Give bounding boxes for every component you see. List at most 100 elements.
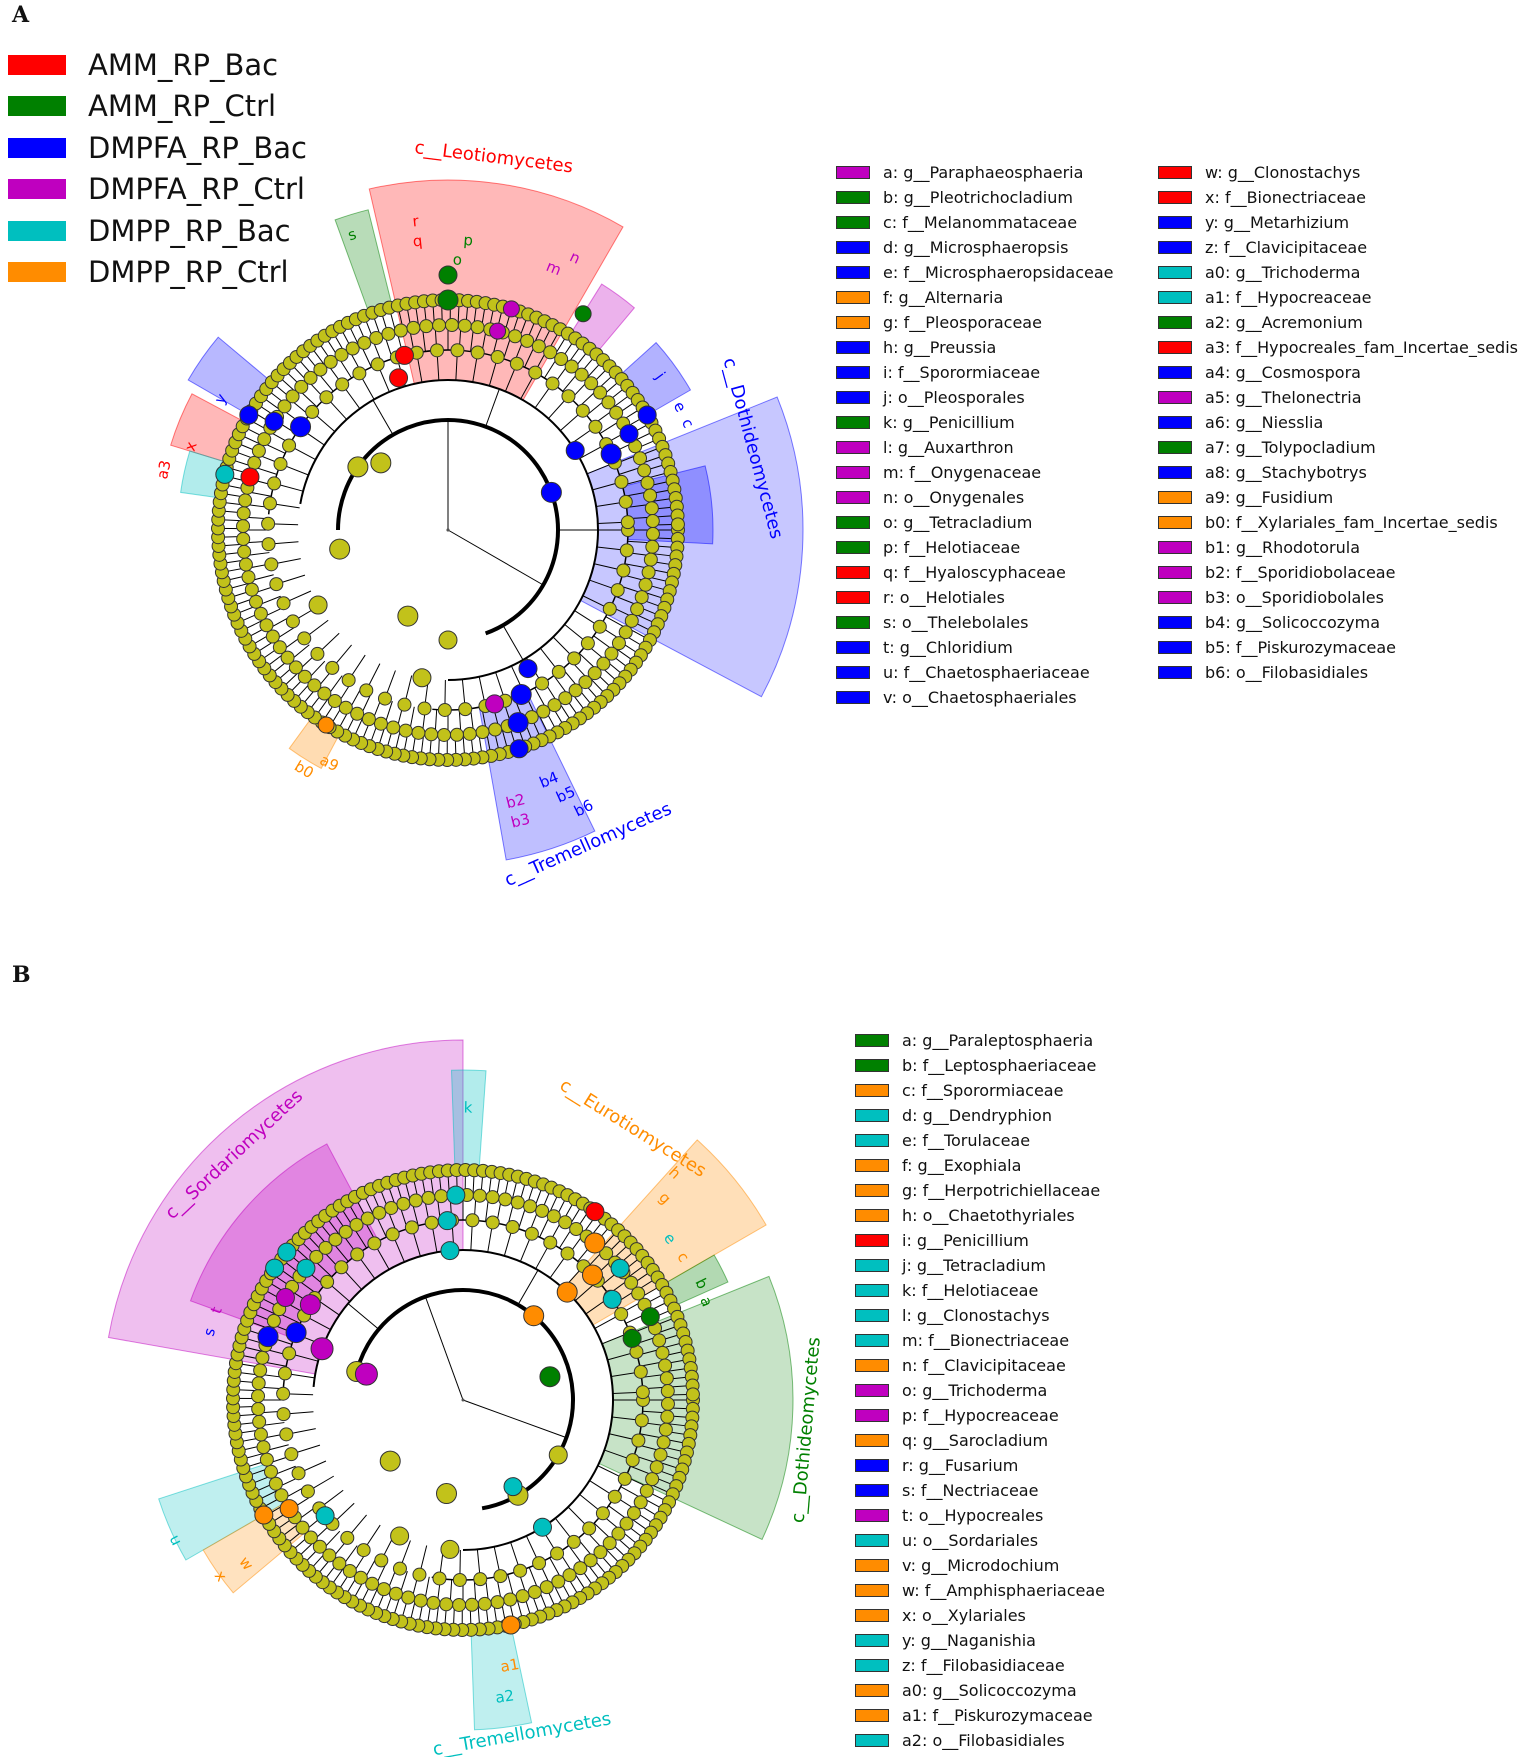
- legend-swatch: [855, 1509, 889, 1522]
- legend-swatch: [836, 441, 870, 454]
- tree-node: [470, 345, 485, 360]
- group-swatch: [8, 96, 66, 117]
- tree-node: [412, 1567, 427, 1582]
- legend-entry: a2: g__Acremonium: [1158, 310, 1518, 335]
- biomarker-node: [277, 1242, 297, 1262]
- leaf-node: [388, 1586, 403, 1601]
- biomarker-node: [507, 712, 529, 734]
- legend-entry: e: f__Torulaceae: [855, 1128, 1105, 1153]
- leaf-node: [554, 352, 569, 367]
- leaf-node: [253, 1427, 268, 1442]
- leaf-node: [421, 1190, 436, 1205]
- legend-swatch: [836, 391, 870, 404]
- legend-text: a7: g__Tolypocladium: [1205, 438, 1376, 457]
- clade-label: m: [544, 257, 564, 279]
- clade-label: o: [453, 251, 463, 269]
- legend-entry: a1: f__Hypocreaceae: [1158, 285, 1518, 310]
- legend-entry: o: g__Trichoderma: [855, 1378, 1105, 1403]
- legend-swatch: [836, 216, 870, 229]
- legend-text: g: f__Herpotrichiellaceae: [902, 1181, 1101, 1200]
- leaf-node: [462, 726, 477, 741]
- panel-a-cladogram: c__Leotiomycetesc__Dothideomycetesc__Tre…: [153, 137, 804, 891]
- legend-text: r: o__Helotiales: [883, 588, 1005, 607]
- leaf-node: [266, 1313, 281, 1328]
- legend-text: g: f__Pleosporaceae: [883, 313, 1042, 332]
- tree-node: [513, 1563, 528, 1578]
- tree-branch: [462, 1399, 567, 1439]
- leaf-node: [236, 531, 251, 546]
- tree-node: [620, 515, 635, 530]
- tree-node: [367, 1236, 382, 1251]
- legend-text: b: g__Pleotrichocladium: [883, 188, 1073, 207]
- legend-swatch: [855, 1184, 889, 1197]
- tree-node: [329, 538, 351, 560]
- legend-entry: x: o__Xylariales: [855, 1603, 1105, 1628]
- legend-text: i: f__Sporormiaceae: [883, 363, 1041, 382]
- leaf-node: [638, 577, 653, 592]
- legend-text: a1: f__Piskurozymaceae: [902, 1706, 1093, 1725]
- group-label: DMPP_RP_Ctrl: [88, 255, 289, 290]
- clade-label: c__Dothideomycetes: [788, 1336, 825, 1524]
- leaf-node: [369, 330, 384, 345]
- tree-node: [493, 1569, 508, 1584]
- tree-node: [432, 1571, 447, 1586]
- legend-entry: s: f__Nectriaceae: [855, 1478, 1105, 1503]
- tree-node: [631, 1433, 646, 1448]
- leaf-node: [670, 517, 685, 532]
- legend-swatch: [1158, 491, 1192, 504]
- leaf-node: [237, 544, 252, 559]
- tree-node: [267, 476, 282, 491]
- legend-swatch: [1158, 641, 1192, 654]
- leaf-node: [257, 432, 272, 447]
- legend-text: b3: o__Sporidiobolales: [1205, 588, 1384, 607]
- leaf-node: [656, 1435, 671, 1450]
- leaf-node: [644, 501, 659, 516]
- tree-branch: [485, 388, 500, 427]
- biomarker-node: [254, 1505, 274, 1525]
- leaf-node: [653, 1447, 668, 1462]
- tree-node: [417, 701, 432, 716]
- biomarker-node: [315, 1506, 335, 1526]
- legend-entry: s: o__Thelebolales: [836, 610, 1114, 635]
- legend-swatch: [1158, 291, 1192, 304]
- leaf-node: [444, 318, 459, 333]
- tree-node: [561, 389, 576, 404]
- legend-entry: j: o__Pleosporales: [836, 385, 1114, 410]
- legend-swatch: [836, 541, 870, 554]
- tree-node: [567, 651, 582, 666]
- leaf-node: [457, 318, 472, 333]
- legend-entry: k: f__Helotiaceae: [855, 1278, 1105, 1303]
- legend-entry: t: g__Chloridium: [836, 635, 1114, 660]
- tree-node: [595, 1506, 610, 1521]
- leaf-node: [658, 1358, 673, 1373]
- biomarker-node: [215, 464, 235, 484]
- legend-text: l: g__Auxarthron: [883, 438, 1014, 457]
- legend-entry: b3: o__Sporidiobolales: [1158, 585, 1518, 610]
- legend-swatch: [855, 1634, 889, 1647]
- leaf-node: [488, 722, 503, 737]
- legend-swatch: [855, 1384, 889, 1397]
- clade-highlight: [450, 1069, 487, 1172]
- clade-label: b4: [537, 768, 561, 792]
- legend-swatch: [836, 341, 870, 354]
- leaf-node: [472, 1188, 487, 1203]
- tree-node: [291, 1466, 306, 1481]
- legend-text: m: f__Bionectriaceae: [902, 1331, 1070, 1350]
- group-label: AMM_RP_Ctrl: [88, 89, 277, 124]
- group-legend-item: AMM_RP_Ctrl: [8, 86, 307, 128]
- tree-node: [619, 543, 634, 558]
- legend-text: j: g__Tetracladium: [902, 1256, 1047, 1275]
- biomarker-node: [489, 322, 507, 340]
- legend-swatch: [836, 591, 870, 604]
- tree-node: [580, 636, 595, 651]
- legend-entry: c: f__Melanommataceae: [836, 210, 1114, 235]
- legend-text: a5: g__Thelonectria: [1205, 388, 1362, 407]
- leaf-node: [611, 1526, 626, 1541]
- biomarker-node: [619, 424, 639, 444]
- legend-swatch: [836, 491, 870, 504]
- tree-node: [560, 1246, 575, 1261]
- biomarker-node: [523, 1305, 545, 1327]
- leaf-node: [365, 1576, 380, 1591]
- tree-node: [473, 1572, 488, 1587]
- legend-entry: r: o__Helotiales: [836, 585, 1114, 610]
